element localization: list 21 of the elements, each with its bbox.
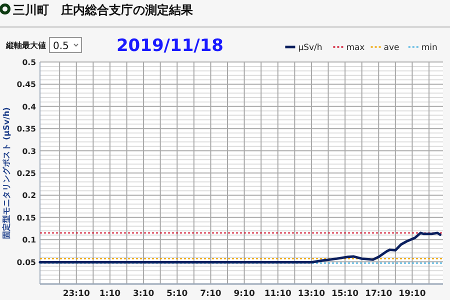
text: 縦軸最大値 — [5, 41, 46, 50]
legend-label: ave — [384, 43, 400, 53]
legend-label: μSv/h — [298, 43, 322, 53]
x-tick-label: 5:10 — [166, 289, 188, 299]
x-tick-label: 1:10 — [99, 289, 121, 299]
x-tick-label: 15:10 — [332, 289, 359, 299]
x-tick-label: 7:10 — [200, 289, 222, 299]
legend-label: min — [421, 43, 438, 53]
line-series — [38, 232, 442, 264]
x-tick-label: 3:10 — [132, 289, 154, 299]
text: 0.5 — [53, 41, 69, 52]
x-tick-label: 11:10 — [264, 289, 292, 299]
y-axis-title: 固定型モニタリングポスト (μSv/h) — [1, 107, 11, 239]
x-tick-label: 19:10 — [398, 289, 426, 299]
x-tick-label: 13:10 — [298, 289, 326, 299]
chart-subtitle: 2019/11/18 — [116, 36, 224, 56]
x-tick-label: 17:10 — [365, 289, 392, 299]
chart-title: 三川町 庄内総合支庁の測定結果 — [13, 3, 194, 17]
x-tick-label: 9:10 — [234, 289, 255, 299]
legend-label: max — [346, 43, 365, 53]
x-tick-label: 23:10 — [62, 289, 90, 299]
